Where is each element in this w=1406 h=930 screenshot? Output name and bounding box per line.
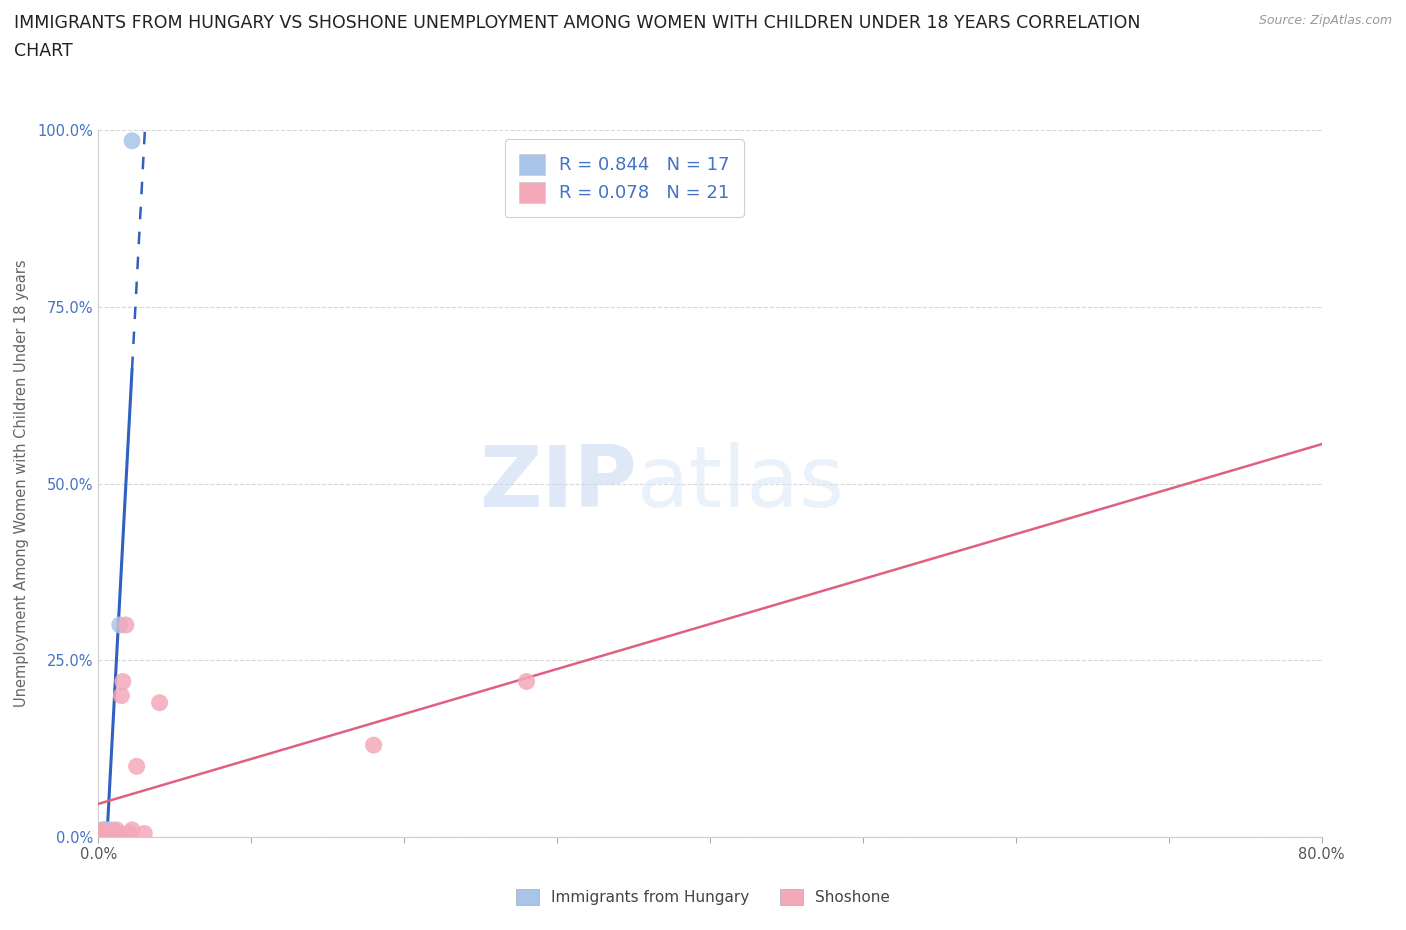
Point (149, 696, 172, 711)
Point (90, 826, 112, 841)
Point (103, 826, 125, 841)
Point (98, 826, 121, 841)
Text: atlas: atlas (637, 442, 845, 525)
Point (516, 674, 538, 689)
Point (100, 826, 122, 841)
Point (107, 826, 129, 841)
Point (134, 826, 156, 841)
Point (121, 822, 143, 837)
Point (110, 688, 132, 703)
Point (115, 618, 138, 632)
Point (125, 759, 148, 774)
Point (101, 822, 124, 837)
Point (118, 826, 141, 841)
Text: CHART: CHART (14, 42, 73, 60)
Text: Source: ZipAtlas.com: Source: ZipAtlas.com (1258, 14, 1392, 27)
Point (98, 826, 121, 841)
Point (97, 822, 120, 837)
Point (90, 826, 112, 841)
Point (93, 826, 115, 841)
Point (94, 822, 117, 837)
Point (97, 826, 120, 841)
Point (94, 826, 117, 841)
Point (93, 826, 115, 841)
Point (111, 674, 134, 689)
Point (101, 826, 124, 841)
Point (105, 822, 128, 837)
Point (91, 826, 114, 841)
Point (101, 826, 124, 841)
Point (94, 826, 117, 841)
Point (363, 737, 385, 752)
Legend: R = 0.844   N = 17, R = 0.078   N = 21: R = 0.844 N = 17, R = 0.078 N = 21 (505, 140, 744, 217)
Point (93, 822, 115, 837)
Point (91, 822, 114, 837)
Legend: Immigrants from Hungary, Shoshone: Immigrants from Hungary, Shoshone (509, 881, 897, 913)
Text: ZIP: ZIP (479, 442, 637, 525)
Point (100, 826, 122, 841)
Point (97, 826, 120, 841)
Point (103, 826, 125, 841)
Y-axis label: Unemployment Among Women with Children Under 18 years: Unemployment Among Women with Children U… (14, 259, 30, 708)
Point (121, 133, 143, 148)
Point (91, 822, 114, 837)
Text: IMMIGRANTS FROM HUNGARY VS SHOSHONE UNEMPLOYMENT AMONG WOMEN WITH CHILDREN UNDER: IMMIGRANTS FROM HUNGARY VS SHOSHONE UNEM… (14, 14, 1140, 32)
Point (108, 618, 131, 632)
Point (105, 826, 128, 841)
